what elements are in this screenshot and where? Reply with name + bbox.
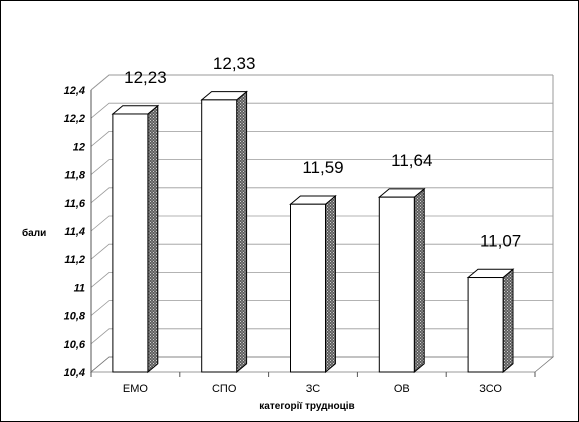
y-tick-label: 11,8 xyxy=(64,170,85,182)
y-axis-label: бали xyxy=(22,227,46,239)
bar-side xyxy=(413,187,425,374)
y-tick-label: 10,8 xyxy=(64,311,86,323)
bar-ЗСО xyxy=(466,268,515,374)
bar-front xyxy=(112,113,149,373)
y-tick-label: 12,2 xyxy=(64,113,85,125)
bar-side xyxy=(502,268,514,374)
x-tick-label: ЗС xyxy=(306,383,321,395)
bar-front xyxy=(290,203,326,373)
gridline xyxy=(90,102,553,119)
bar-side xyxy=(325,194,336,374)
bar-ЗС xyxy=(289,194,337,374)
gridline xyxy=(90,74,553,91)
y-tick-label: 10,6 xyxy=(64,339,86,351)
y-tick-label: 11,6 xyxy=(64,198,85,210)
x-tick-label: ЗСО xyxy=(479,383,502,395)
y-tick-label: 10,4 xyxy=(64,367,85,379)
bar-СПО xyxy=(200,90,248,374)
y-tick-label: 11,4 xyxy=(64,226,85,238)
data-label: 11,07 xyxy=(480,232,521,251)
bar-ОВ xyxy=(377,187,426,374)
data-label: 11,64 xyxy=(391,151,432,170)
x-tick-label: ОВ xyxy=(394,383,410,395)
labels: 10,4 10,6 10,8 11 11,2 11,4 11,6 11,8 12 12,2 12,4… xyxy=(64,54,522,395)
bar-ЕМО xyxy=(111,104,160,374)
data-label: 11,59 xyxy=(302,158,343,177)
y-tick-label: 12 xyxy=(73,141,85,153)
bar-side xyxy=(147,104,159,374)
x-tick-label: ЕМО xyxy=(123,383,149,395)
y-tick-label: 11 xyxy=(74,282,85,294)
gridline xyxy=(90,159,553,175)
x-tick-label: СПО xyxy=(212,383,237,395)
bar-side xyxy=(236,90,248,374)
y-tick-label: 11,2 xyxy=(64,254,85,266)
bar-front xyxy=(201,99,238,373)
bar-front xyxy=(378,196,415,373)
gridline xyxy=(90,187,553,204)
gridline xyxy=(90,130,553,147)
y-tick-label: 12,4 xyxy=(64,85,85,97)
data-label: 12,23 xyxy=(124,68,167,87)
data-label: 12,33 xyxy=(213,54,256,73)
bars xyxy=(111,90,515,374)
x-axis-label: категорії трудноців xyxy=(259,401,354,412)
bar-front xyxy=(467,277,504,373)
